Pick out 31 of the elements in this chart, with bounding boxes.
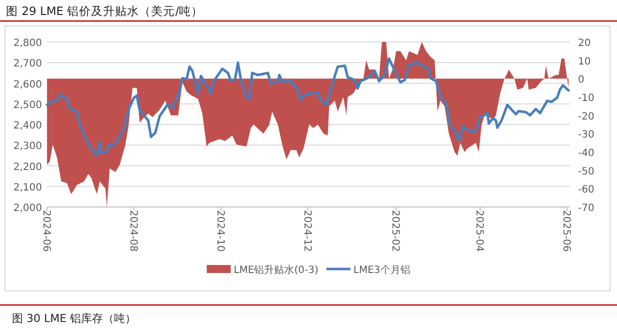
- x-tick-label: 2024-12: [301, 210, 312, 252]
- y2-tick-label: -10: [578, 93, 594, 104]
- y-tick-label: 2,100: [13, 182, 42, 194]
- y-tick-label: 2,200: [13, 162, 42, 173]
- x-tick-label: 2024-10: [214, 210, 226, 252]
- y2-tick-label: -20: [578, 111, 594, 122]
- y-tick-label: 2,400: [13, 120, 42, 132]
- x-tick-label: 2024-08: [127, 210, 138, 252]
- caption: 图 30 LME 铝库存（吨）: [12, 312, 136, 325]
- y-tick-label: 2,000: [13, 203, 42, 214]
- y2-tick-label: -70: [578, 203, 594, 214]
- legend-label: LME3个月铝: [353, 264, 410, 276]
- y2-tick-label: -30: [578, 130, 594, 141]
- legend-label: LME铝升贴水(0-3): [234, 264, 318, 276]
- y2-tick-label: -60: [578, 184, 594, 196]
- y2-tick-label: -50: [578, 166, 594, 178]
- y2-tick-label: -40: [578, 148, 594, 159]
- y-tick-label: 2,600: [13, 79, 42, 90]
- y2-tick-label: 0: [578, 74, 584, 86]
- x-tick-label: 2025-06: [560, 210, 572, 252]
- x-tick-label: 2025-02: [390, 210, 401, 252]
- y-tick-label: 2,300: [13, 141, 42, 152]
- y-tick-label: 2,800: [13, 38, 42, 49]
- x-tick-label: 2025-04: [474, 210, 485, 252]
- y2-tick-label: 10: [578, 56, 591, 68]
- y-tick-label: 2,500: [13, 100, 42, 111]
- x-tick-label: 2024-06: [40, 210, 52, 252]
- line-series: [46, 57, 570, 157]
- y-tick-label: 2,700: [13, 58, 42, 70]
- y2-tick-label: 20: [578, 38, 591, 49]
- chart-title: 图 29 LME 铝价及升贴水（美元/吨）: [6, 4, 204, 18]
